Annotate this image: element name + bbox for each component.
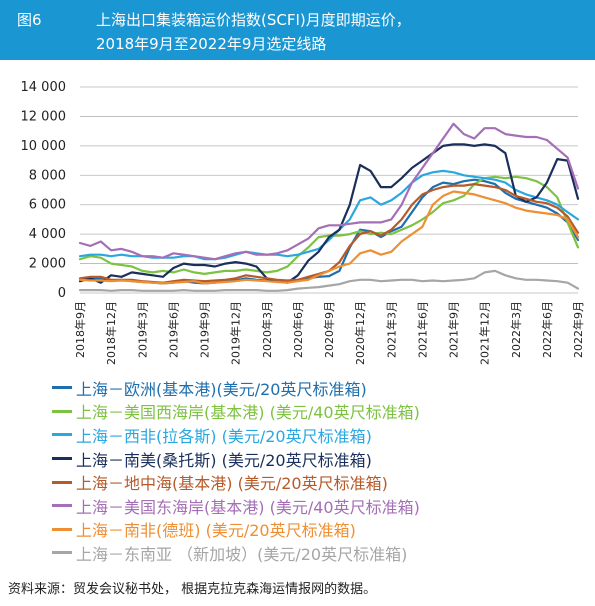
legend-swatch <box>52 433 72 437</box>
series-line <box>78 143 580 284</box>
legend-item: 上海－南美(桑托斯) (美元/20英尺标准箱) <box>52 447 420 471</box>
x-axis: 2018年9月 2018年12月 2019年3月 2019年6月 2019年9月 2019… <box>73 301 585 365</box>
legend-swatch <box>52 527 72 531</box>
figure-label: 图6 <box>17 11 42 29</box>
x-tick-label: 2021年9月 <box>447 301 461 358</box>
y-axis: 0 2 000 4 000 6 000 8 000 10 000 12 000 14 000 <box>21 80 67 301</box>
source-note: 资料来源：贸发会议秘书处， 根据克拉克森海运情报网的数据。 <box>8 582 377 597</box>
legend-swatch <box>52 409 72 413</box>
grid <box>80 86 578 294</box>
x-tick-label: 2019年6月 <box>166 301 180 358</box>
legend-swatch <box>52 480 72 484</box>
y-tick-label: 12 000 <box>21 109 67 124</box>
series-line <box>78 269 580 292</box>
legend-swatch <box>52 551 72 555</box>
x-tick-label: 2020年9月 <box>322 301 336 358</box>
series-line <box>78 122 580 261</box>
y-tick-label: 6 000 <box>29 198 66 213</box>
legend-item: 上海－地中海(基本港) (美元/20英尺标准箱) <box>52 470 420 494</box>
y-tick-label: 14 000 <box>21 80 67 95</box>
legend-item: 上海－美国东海岸(基本港) (美元/40英尺标准箱) <box>52 494 420 518</box>
y-tick-label: 10 000 <box>21 139 67 154</box>
x-tick-label: 2019年12月 <box>229 301 243 365</box>
x-tick-label: 2022年9月 <box>571 301 585 358</box>
legend-swatch <box>52 504 72 508</box>
x-tick-label: 2018年12月 <box>104 301 118 365</box>
legend-label: 上海－南非(德班) (美元/20英尺标准箱) <box>76 521 356 541</box>
series-line <box>78 190 580 285</box>
y-tick-label: 2 000 <box>29 257 66 272</box>
chart-legend: 上海－欧洲(基本港)(美元/20英尺标准箱) 上海－美国西海岸(基本港) (美元/… <box>52 376 420 565</box>
series-line <box>78 178 580 285</box>
series-line <box>78 175 580 275</box>
chart-title-line-1: 上海出口集装箱运价指数(SCFI)月度即期运价， <box>96 11 411 29</box>
x-tick-label: 2021年12月 <box>478 301 492 365</box>
figure-header: 图6 上海出口集装箱运价指数(SCFI)月度即期运价， 2018年9月至2022… <box>0 0 595 60</box>
x-tick-label: 2020年3月 <box>260 301 274 358</box>
legend-item: 上海－西非(拉各斯) (美元/20英尺标准箱) <box>52 423 420 447</box>
series-lines <box>78 122 580 292</box>
legend-item: 上海－欧洲(基本港)(美元/20英尺标准箱) <box>52 376 420 400</box>
legend-label: 上海－美国西海岸(基本港) (美元/40英尺标准箱) <box>76 403 420 423</box>
y-tick-label: 0 <box>58 286 66 301</box>
series-line <box>78 183 580 284</box>
legend-swatch <box>52 457 72 461</box>
x-tick-label: 2019年9月 <box>198 301 212 358</box>
legend-label: 上海－美国东海岸(基本港) (美元/40英尺标准箱) <box>76 497 420 517</box>
x-tick-label: 2022年6月 <box>540 301 554 358</box>
x-tick-label: 2020年6月 <box>291 301 305 358</box>
legend-item: 上海－东南亚 （新加坡）(美元/20英尺标准箱) <box>52 541 420 565</box>
legend-label: 上海－东南亚 （新加坡）(美元/20英尺标准箱) <box>76 544 408 564</box>
legend-swatch <box>52 386 72 390</box>
x-tick-label: 2020年12月 <box>353 301 367 365</box>
legend-item: 上海－南非(德班) (美元/20英尺标准箱) <box>52 518 420 542</box>
legend-label: 上海－西非(拉各斯) (美元/20英尺标准箱) <box>76 426 372 446</box>
series-line <box>78 169 580 261</box>
legend-label: 上海－地中海(基本港) (美元/20英尺标准箱) <box>76 474 388 494</box>
x-tick-label: 2021年3月 <box>384 301 398 358</box>
legend-item: 上海－美国西海岸(基本港) (美元/40英尺标准箱) <box>52 400 420 424</box>
y-tick-label: 4 000 <box>29 227 66 242</box>
x-tick-label: 2022年3月 <box>509 301 523 358</box>
y-tick-label: 8 000 <box>29 168 66 183</box>
legend-label: 上海－南美(桑托斯) (美元/20英尺标准箱) <box>76 450 372 470</box>
chart-title-line-2: 2018年9月至2022年9月选定线路 <box>96 35 327 53</box>
legend-label: 上海－欧洲(基本港)(美元/20英尺标准箱) <box>76 379 367 399</box>
x-tick-label: 2021年6月 <box>415 301 429 358</box>
x-tick-label: 2019年3月 <box>135 301 149 358</box>
x-tick-label: 2018年9月 <box>73 301 87 358</box>
